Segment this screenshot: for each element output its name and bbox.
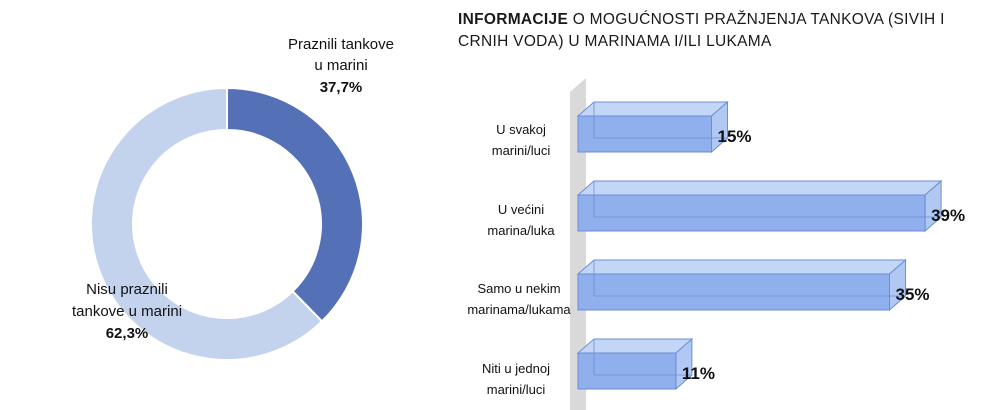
category-label-0-line-0: U svakoj [496,122,546,137]
category-label-1-line-0: U većini [498,202,544,217]
bar-2 [576,258,907,312]
category-label-3-line-0: Niti u jednoj [482,361,550,376]
donut-slice-0 [226,86,364,323]
category-label-0-line-1: marini/luci [492,143,551,158]
bar-1-top [576,180,943,196]
donut-slice-1 [90,86,324,361]
bar-chart-title-rest: O MOGUĆNOSTI PRAŽNJENJA TANKOVA (SIVIH I [568,11,945,28]
donut-chart [90,86,364,361]
value-label-0: 15% [718,127,752,146]
bar-chart-bars [576,100,943,391]
donut-pct-1: 62,3% [106,325,149,342]
value-label-1: 39% [931,206,965,225]
bar-3 [576,337,694,391]
bar-0-top [576,101,729,117]
bar-3-top [576,338,694,354]
bar-chart-title-line-2: CRNIH VODA) U MARINAMA I/ILI LUKAMA [458,33,772,50]
bar-2-front [577,273,890,311]
bar-0 [576,100,729,154]
bar-1 [576,179,943,233]
category-label-2-line-1: marinama/lukama [467,302,571,317]
category-label-2-line-0: Samo u nekim [477,281,560,296]
value-label-2: 35% [896,285,930,304]
donut-label-0-line-1: u marini [314,57,367,74]
donut-pct-0: 37,7% [320,79,363,96]
bar-chart-back-wall [570,78,586,410]
bar-1-front [577,194,926,232]
bar-chart-title-bold: INFORMACIJE [458,11,568,28]
value-label-3: 11% [682,364,715,383]
donut-label-1-line-0: Nisu praznili [86,281,168,298]
donut-label-0-line-0: Praznili tankove [288,36,394,53]
bar-chart-value-labels: 15% 39% 35% 11% [682,127,965,383]
donut-label-1-line-1: tankove u marini [72,303,182,320]
category-label-3-line-1: marini/luci [487,382,546,397]
bar-chart-title-line-1: INFORMACIJE O MOGUĆNOSTI PRAŽNJENJA TANK… [458,11,945,28]
category-label-1-line-1: marina/luka [487,223,555,238]
bar-2-top [576,259,907,275]
bar-0-front [577,115,712,153]
bar-3-front [577,352,677,390]
